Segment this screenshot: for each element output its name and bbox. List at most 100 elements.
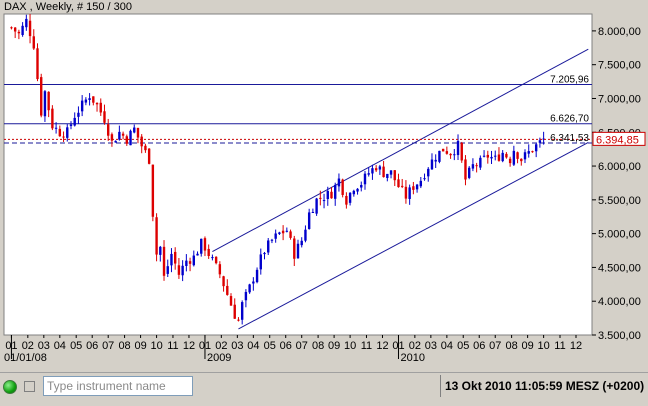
candle-body	[471, 164, 475, 169]
x-tick-label: 10	[537, 340, 549, 352]
candle-body	[360, 184, 363, 188]
candle-body	[255, 269, 259, 283]
candle-body	[47, 91, 50, 111]
candle-body	[438, 150, 441, 162]
x-tick-label: 12	[376, 340, 388, 352]
candle-body	[110, 134, 114, 141]
connection-status-icon[interactable]	[3, 380, 17, 394]
x-tick-label: 08	[312, 340, 324, 352]
candle-body	[62, 136, 65, 138]
x-tick-label: 03	[231, 340, 243, 352]
candle-body	[51, 108, 54, 129]
x-tick-label: 04	[441, 340, 453, 352]
candle-body	[534, 144, 538, 152]
candle-body	[200, 238, 203, 254]
candle-body	[13, 27, 17, 32]
candle-body	[92, 96, 95, 103]
candle-body	[136, 127, 140, 138]
candle-body	[140, 136, 143, 147]
toggle-square-icon[interactable]	[24, 381, 35, 392]
candle-body	[188, 261, 192, 264]
x-tick-label: 11	[167, 340, 178, 352]
candle-body	[285, 230, 289, 232]
channel-line	[212, 48, 589, 252]
candle-body	[307, 212, 311, 230]
candle-body	[233, 304, 236, 319]
candle-body	[17, 31, 21, 34]
candle-body	[293, 238, 296, 259]
candle-body	[43, 91, 47, 117]
candle-body	[244, 291, 248, 301]
candle-body	[401, 185, 404, 187]
candle-body	[248, 284, 251, 293]
candle-body	[505, 153, 508, 158]
x-tick-label: 09	[328, 340, 340, 352]
candle-body	[512, 150, 516, 165]
x-tick-label: 09	[134, 340, 146, 352]
candle-body	[166, 266, 169, 274]
candle-body	[326, 191, 329, 200]
instrument-search-input[interactable]	[43, 376, 193, 396]
candle-body	[382, 166, 385, 178]
x-tick-label: 07	[296, 340, 308, 352]
candle-body	[494, 155, 497, 157]
candle-body	[237, 319, 240, 321]
candle-body	[419, 180, 423, 187]
candle-body	[322, 200, 326, 202]
y-tick-label: 5.000,00	[598, 229, 641, 241]
candle-body	[58, 128, 62, 137]
candle-body	[173, 251, 177, 264]
candle-body	[523, 152, 527, 160]
current-price-box	[592, 131, 646, 146]
candle-body	[542, 138, 545, 140]
candle-body	[389, 170, 393, 175]
x-tick-label: 06	[280, 340, 292, 352]
x-tick-label: 12	[570, 340, 582, 352]
candle-body	[147, 148, 151, 164]
candle-body	[508, 158, 512, 164]
x-tick-label: 08	[505, 340, 517, 352]
candle-body	[460, 142, 463, 161]
x-tick-label: 06	[473, 340, 485, 352]
candle-body	[125, 136, 129, 144]
candle-body	[32, 36, 35, 49]
y-tick-label: 5.500,00	[598, 195, 641, 207]
x-tick-label: 07	[489, 340, 501, 352]
x-tick-label: 04	[247, 340, 259, 352]
candle-body	[374, 168, 378, 171]
candle-body	[527, 151, 530, 154]
candle-body	[99, 102, 102, 113]
candle-body	[10, 27, 13, 29]
candle-body	[449, 153, 452, 156]
candle-body	[159, 246, 162, 255]
y-tick-label: 7.500,00	[598, 60, 641, 72]
candle-body	[181, 265, 184, 276]
candle-body	[516, 152, 519, 159]
candle-body	[207, 248, 210, 257]
candle-body	[21, 25, 24, 36]
candle-body	[144, 145, 147, 151]
x-tick-label: 10	[150, 340, 162, 352]
candle-body	[475, 165, 478, 167]
candle-body	[162, 246, 166, 276]
candle-body	[274, 233, 277, 239]
candle-body	[397, 179, 400, 188]
y-tick-label: 8.000,00	[598, 26, 641, 38]
candle-body	[341, 179, 344, 195]
candle-body	[408, 187, 411, 199]
candle-body	[434, 159, 437, 162]
candle-body	[226, 285, 229, 295]
price-chart: DAX , Weekly, # 150 / 300 7.205,96 6.626,7…	[3, 1, 646, 364]
candle-body	[151, 164, 155, 217]
datetime-display: 13 Okt 2010 11:05:59 MESZ (+0200)	[440, 375, 646, 397]
candle-body	[319, 197, 322, 199]
candle-body	[25, 18, 28, 28]
x-tick-label: 04	[54, 340, 66, 352]
x-tick-label: 09	[521, 340, 533, 352]
chart-title: DAX , Weekly, # 150 / 300	[4, 1, 132, 13]
candle-body	[252, 281, 255, 284]
candle-body	[77, 112, 80, 117]
candle-body	[118, 131, 121, 140]
x-tick-label: 05	[264, 340, 276, 352]
